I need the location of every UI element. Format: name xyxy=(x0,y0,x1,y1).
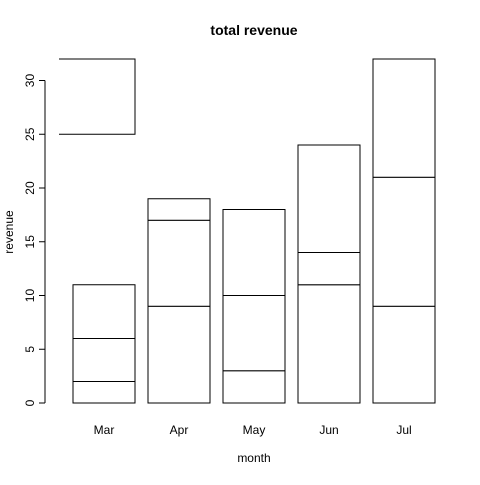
x-tick-label-apr: Apr xyxy=(170,423,189,437)
bar-segment-jul-2 xyxy=(372,176,436,307)
y-axis: 0 5 10 15 20 25 30 xyxy=(23,74,46,406)
x-tick-label-jul: Jul xyxy=(396,423,411,437)
bar-segment-may-2 xyxy=(222,295,286,372)
y-tick-label-10: 10 xyxy=(23,289,37,303)
bar-segment-apr-2 xyxy=(147,219,211,307)
y-tick-label-30: 30 xyxy=(23,74,37,88)
x-tick-label-may: May xyxy=(243,423,266,437)
bar-segment-mar-2 xyxy=(72,338,136,382)
bar-segment-mar-lower xyxy=(72,284,136,404)
bar-segment-jun-2 xyxy=(297,252,361,286)
chart-title: total revenue xyxy=(210,22,297,38)
bar-segment-mar-upper xyxy=(59,58,136,135)
bars-layer xyxy=(59,58,436,404)
y-axis-label: revenue xyxy=(2,210,16,254)
bar-segment-mar-3 xyxy=(72,284,136,339)
bar-segment-jul-1 xyxy=(372,305,436,404)
y-tick-label-5: 5 xyxy=(23,346,37,353)
y-tick-label-15: 15 xyxy=(23,235,37,249)
x-tick-label-jun: Jun xyxy=(319,423,338,437)
x-axis-label: month xyxy=(237,451,270,465)
y-tick-label-0: 0 xyxy=(23,399,37,406)
x-tick-label-mar: Mar xyxy=(94,423,115,437)
y-tick-label-20: 20 xyxy=(23,181,37,195)
bar-segment-jun-3 xyxy=(297,144,361,253)
mar-overflow-cover xyxy=(72,59,136,286)
bar-segment-may-1 xyxy=(222,370,286,404)
bar-segment-apr-1 xyxy=(147,305,211,404)
x-tick-labels: Mar Apr May Jun Jul xyxy=(94,423,412,437)
bar-segment-jul-3 xyxy=(372,58,436,178)
y-tick-label-25: 25 xyxy=(23,127,37,141)
bar-segment-mar-1 xyxy=(72,381,136,404)
bar-segment-apr-3 xyxy=(147,198,211,221)
bar-segment-may-3 xyxy=(222,209,286,296)
bar-segment-jun-1 xyxy=(297,284,361,404)
